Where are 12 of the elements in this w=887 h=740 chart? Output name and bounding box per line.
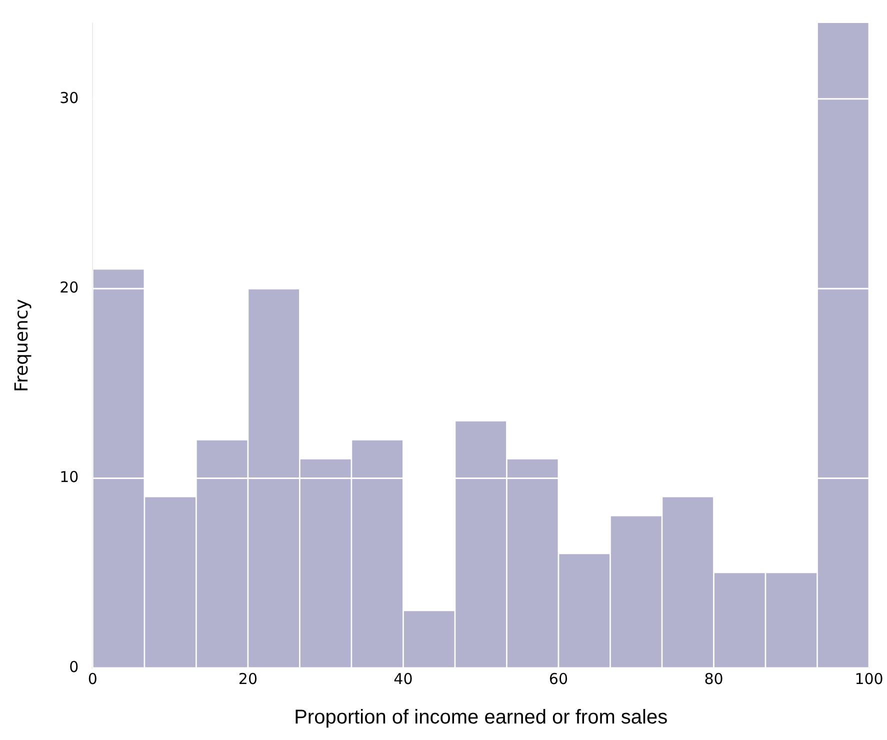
x-tick-label: 100 xyxy=(854,670,884,688)
y-tick-label: 10 xyxy=(60,468,79,486)
y-axis-title: Frequency xyxy=(11,298,32,392)
y-tick-label: 20 xyxy=(60,278,79,296)
y-tick-label: 0 xyxy=(69,658,79,676)
x-tick-label: 0 xyxy=(88,670,98,688)
x-tick-label: 60 xyxy=(548,670,568,688)
x-tick-label: 80 xyxy=(704,670,724,688)
y-tick-label: 30 xyxy=(60,88,79,107)
x-tick-label: 20 xyxy=(238,670,258,688)
x-tick-label: 40 xyxy=(394,670,413,688)
x-axis-title: Proportion of income earned or from sales xyxy=(294,706,668,729)
